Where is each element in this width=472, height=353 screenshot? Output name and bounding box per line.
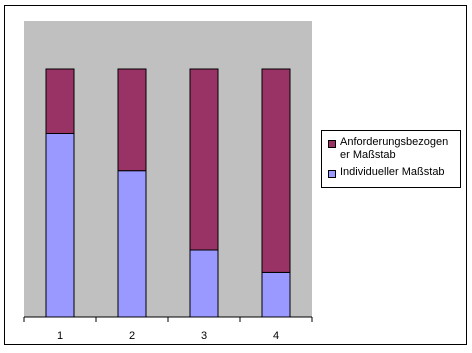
x-tick-label: 1 bbox=[57, 330, 63, 342]
legend-item: Anforderungsbezogen er Maßstab bbox=[326, 136, 456, 162]
bar-individual-4 bbox=[261, 271, 291, 318]
legend-label: Individueller Maßstab bbox=[340, 166, 445, 178]
x-tick-label: 3 bbox=[201, 330, 207, 342]
legend: Anforderungsbezogen er Maßstab Individuel… bbox=[321, 130, 461, 188]
x-tick-label: 4 bbox=[273, 330, 279, 342]
legend-item: Individueller Maßstab bbox=[326, 166, 456, 179]
bar-requirement-1 bbox=[45, 68, 75, 134]
x-axis-tick-labels: 1 2 3 4 bbox=[57, 330, 279, 342]
bar-requirement-2 bbox=[117, 68, 147, 172]
x-tick-label: 2 bbox=[129, 330, 135, 342]
bar-requirement-3 bbox=[189, 68, 219, 251]
legend-label: Anforderungsbezogen er Maßstab bbox=[340, 136, 449, 161]
legend-swatch bbox=[328, 140, 336, 148]
bar-requirement-4 bbox=[261, 68, 291, 273]
bar-individual-3 bbox=[189, 249, 219, 318]
x-axis bbox=[23, 316, 313, 322]
legend-swatch bbox=[328, 170, 336, 178]
bars-layer bbox=[45, 68, 291, 318]
bar-individual-2 bbox=[117, 170, 147, 318]
bar-individual-1 bbox=[45, 133, 75, 318]
